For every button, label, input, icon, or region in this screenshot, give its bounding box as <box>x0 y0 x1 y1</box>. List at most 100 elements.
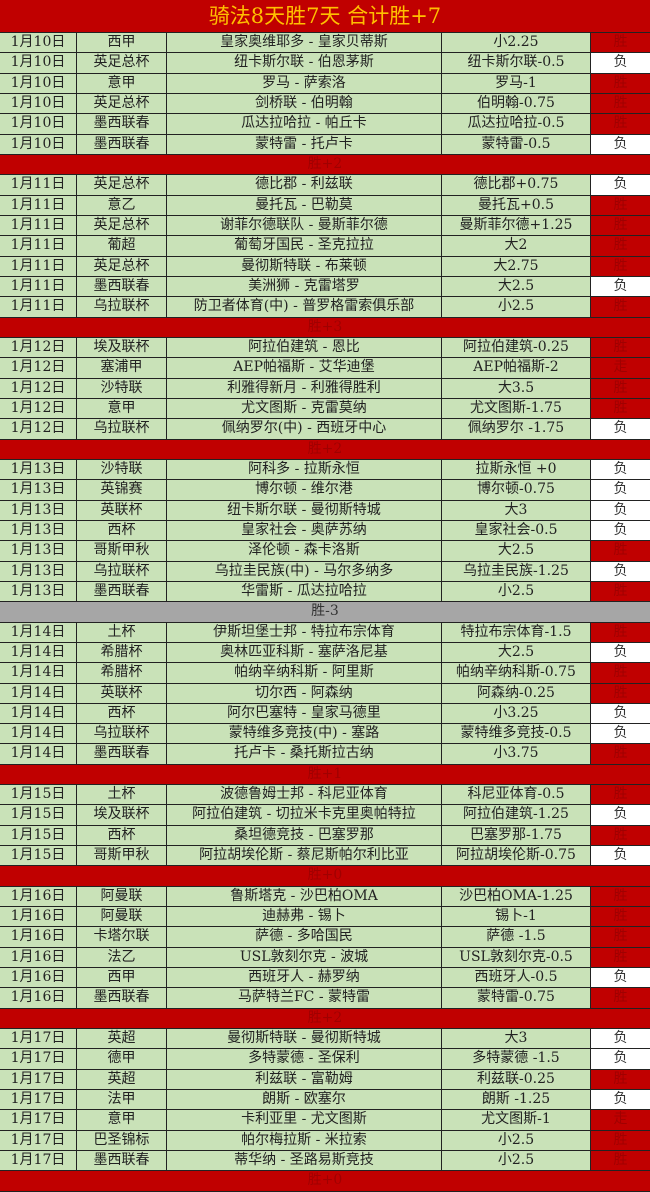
table-row: 1月13日 墨西联春 华雷斯 - 瓜达拉哈拉 小2.5 胜 <box>0 581 650 603</box>
match-cell: 阿拉伯建筑 - 恩比 <box>167 337 442 358</box>
league-cell: 塞浦甲 <box>77 358 167 378</box>
match-cell: 迪赫弗 - 锡卜 <box>167 907 442 927</box>
date-cell: 1月17日 <box>0 1029 77 1049</box>
result-cell: 胜 <box>591 256 650 276</box>
date-cell: 1月16日 <box>0 968 77 988</box>
league-cell: 希腊杯 <box>77 663 167 683</box>
result-cell: 胜 <box>591 73 650 93</box>
match-cell: 阿拉胡埃伦斯 - 蔡尼斯帕尔利比亚 <box>167 846 442 866</box>
table-row: 1月10日 意甲 罗马 - 萨索洛 罗马-1 胜 <box>0 73 650 94</box>
date-cell: 1月13日 <box>0 500 77 520</box>
date-cell: 1月11日 <box>0 175 77 195</box>
league-cell: 英足总杯 <box>77 215 167 236</box>
league-cell: 墨西联春 <box>77 1151 167 1171</box>
table-row: 1月12日 埃及联杯 阿拉伯建筑 - 恩比 阿拉伯建筑-0.25 胜 <box>0 337 650 359</box>
date-cell: 1月12日 <box>0 378 77 398</box>
date-cell: 1月13日 <box>0 520 77 541</box>
match-cell: 切尔西 - 阿森纳 <box>167 683 442 703</box>
sheet-title: 骑法8天胜7天 合计胜+7 <box>0 0 650 33</box>
handicap-cell: 大3 <box>442 1029 591 1049</box>
table-row: 1月15日 土杯 波德鲁姆士邦 - 科尼亚体育 科尼亚体育-0.5 胜 <box>0 785 650 806</box>
match-cell: 华雷斯 - 瓜达拉哈拉 <box>167 581 442 602</box>
league-cell: 希腊杯 <box>77 642 167 663</box>
table-row: 1月16日 法乙 USL敦刻尔克 - 波城 USL敦刻尔克-0.5 胜 <box>0 947 650 969</box>
table-row: 1月14日 西杯 阿尔巴塞特 - 皇家马德里 小3.25 负 <box>0 703 650 725</box>
league-cell: 乌拉联杯 <box>77 724 167 744</box>
table-row: 1月11日 乌拉联杯 防卫者体育(中) - 普罗格雷索俱乐部 小2.5 胜 <box>0 297 650 318</box>
league-cell: 西甲 <box>77 33 167 53</box>
handicap-cell: 帕纳辛纳科斯-0.75 <box>442 663 591 683</box>
league-cell: 葡超 <box>77 236 167 256</box>
result-cell: 胜 <box>591 744 650 764</box>
result-cell: 胜 <box>591 947 650 968</box>
table-row: 1月10日 墨西联春 瓜达拉哈拉 - 帕丘卡 瓜达拉哈拉-0.5 胜 <box>0 114 650 135</box>
match-cell: 马萨特兰FC - 蒙特雷 <box>167 988 442 1008</box>
match-cell: 蒙特雷 - 托卢卡 <box>167 134 442 154</box>
result-cell: 负 <box>591 520 650 541</box>
date-cell: 1月16日 <box>0 907 77 927</box>
league-cell: 意甲 <box>77 398 167 419</box>
match-cell: 帕尔梅拉斯 - 米拉索 <box>167 1130 442 1151</box>
date-cell: 1月13日 <box>0 581 77 602</box>
handicap-cell: 曼斯菲尔德+1.25 <box>442 215 591 236</box>
result-cell: 胜 <box>591 683 650 703</box>
league-cell: 墨西联春 <box>77 581 167 602</box>
date-cell: 1月17日 <box>0 1110 77 1130</box>
table-row: 1月16日 阿曼联 迪赫弗 - 锡卜 锡卜-1 胜 <box>0 907 650 928</box>
match-cell: 萨德 - 多哈国民 <box>167 927 442 947</box>
match-cell: 博尔顿 - 维尔港 <box>167 480 442 500</box>
result-cell: 负 <box>591 1029 650 1049</box>
match-cell: 奥林匹亚科斯 - 塞萨洛尼基 <box>167 642 442 663</box>
match-cell: 阿尔巴塞特 - 皇家马德里 <box>167 703 442 724</box>
league-cell: 阿曼联 <box>77 907 167 927</box>
league-cell: 土杯 <box>77 622 167 642</box>
result-cell: 胜 <box>591 622 650 642</box>
day-summary-row: 胜+0 <box>0 1171 650 1192</box>
result-cell: 走 <box>591 1110 650 1130</box>
match-cell: 蒙特维多竞技(中) - 塞路 <box>167 724 442 744</box>
league-cell: 哥斯甲秋 <box>77 846 167 866</box>
handicap-cell: 纽卡斯尔联-0.5 <box>442 53 591 73</box>
match-cell: USL敦刻尔克 - 波城 <box>167 947 442 968</box>
date-cell: 1月11日 <box>0 236 77 256</box>
league-cell: 巴圣锦标 <box>77 1130 167 1151</box>
handicap-cell: 萨德 -1.5 <box>442 927 591 947</box>
table-row: 1月17日 法甲 朗斯 - 欧塞尔 朗斯 -1.25 负 <box>0 1090 650 1111</box>
date-cell: 1月16日 <box>0 988 77 1008</box>
handicap-cell: 阿森纳-0.25 <box>442 683 591 703</box>
result-cell: 胜 <box>591 114 650 134</box>
result-cell: 胜 <box>591 886 650 907</box>
date-cell: 1月14日 <box>0 744 77 764</box>
league-cell: 西杯 <box>77 520 167 541</box>
day-summary-row: 胜+2 <box>0 1008 650 1030</box>
handicap-cell: 特拉布宗体育-1.5 <box>442 622 591 642</box>
result-cell: 负 <box>591 642 650 663</box>
match-cell: 曼彻斯特联 - 曼彻斯特城 <box>167 1029 442 1049</box>
league-cell: 阿曼联 <box>77 886 167 907</box>
result-cell: 负 <box>591 561 650 581</box>
result-cell: 负 <box>591 480 650 500</box>
result-cell: 胜 <box>591 215 650 236</box>
result-cell: 胜 <box>591 663 650 683</box>
table-row: 1月11日 英足总杯 德比郡 - 利兹联 德比郡+0.75 负 <box>0 175 650 196</box>
league-cell: 德甲 <box>77 1049 167 1069</box>
result-cell: 胜 <box>591 337 650 358</box>
match-cell: 阿拉伯建筑 - 切拉米卡克里奥帕特拉 <box>167 805 442 825</box>
date-cell: 1月12日 <box>0 337 77 358</box>
result-cell: 负 <box>591 419 650 439</box>
result-cell: 胜 <box>591 398 650 419</box>
handicap-cell: 阿拉伯建筑-0.25 <box>442 337 591 358</box>
league-cell: 英足总杯 <box>77 256 167 276</box>
day-summary-row: 胜+0 <box>0 866 650 887</box>
result-cell: 走 <box>591 358 650 378</box>
result-cell: 负 <box>591 459 650 480</box>
table-row: 1月17日 巴圣锦标 帕尔梅拉斯 - 米拉索 小2.5 胜 <box>0 1130 650 1152</box>
handicap-cell: 尤文图斯-1.75 <box>442 398 591 419</box>
date-cell: 1月12日 <box>0 419 77 439</box>
league-cell: 沙特联 <box>77 459 167 480</box>
handicap-cell: 利兹联-0.25 <box>442 1069 591 1090</box>
date-cell: 1月12日 <box>0 358 77 378</box>
handicap-cell: USL敦刻尔克-0.5 <box>442 947 591 968</box>
league-cell: 乌拉联杯 <box>77 561 167 581</box>
table-row: 1月14日 英联杯 切尔西 - 阿森纳 阿森纳-0.25 胜 <box>0 683 650 704</box>
